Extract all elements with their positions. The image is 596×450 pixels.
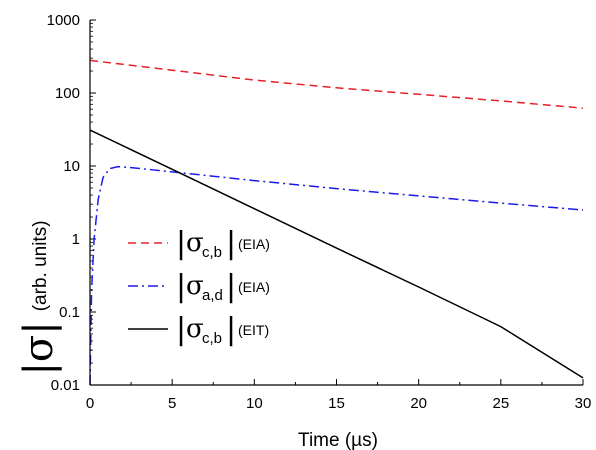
y-tick-label: 1000: [47, 12, 80, 29]
axes: [89, 20, 583, 386]
ticks-layer: 0 5 10 15 20 25 30 0.01 0.1 1 10 100 1000: [47, 12, 592, 412]
x-tick-label: 15: [328, 395, 345, 412]
x-tick-label: 5: [168, 395, 176, 412]
y-tick-label: 100: [55, 85, 80, 102]
y-axis-title: |σ|(arb. units): [16, 220, 62, 375]
legend-subscript: c,b: [202, 244, 222, 261]
legend-item-1: | σa,d | (EIA): [128, 269, 270, 304]
series-lines: [89, 59, 584, 386]
legend-bar: |: [176, 226, 186, 261]
x-axis-title: Time (µs): [298, 430, 378, 450]
legend-bar: |: [176, 269, 186, 304]
y-tick-label: 1: [72, 231, 80, 248]
x-tick-label: 10: [246, 395, 263, 412]
legend-subscript: a,d: [202, 287, 223, 304]
legend-tag: (EIA): [238, 279, 270, 295]
legend-symbol: σ: [186, 228, 204, 258]
legend-tag: (EIA): [238, 236, 270, 252]
legend-bar: |: [226, 269, 236, 304]
series-line-1: [89, 165, 584, 386]
legend-item-0: | σc,b | (EIA): [128, 226, 270, 261]
y-tick-label: 0.01: [51, 377, 80, 394]
y-axis-units: (arb. units): [30, 220, 51, 311]
y-tick-label: 0.1: [59, 304, 80, 321]
legend-bar: |: [226, 226, 236, 261]
legend-subscript: c,b: [202, 330, 222, 347]
legend-bar: |: [176, 312, 186, 347]
legend-tag: (EIT): [238, 322, 269, 338]
legend-symbol: σ: [186, 271, 204, 301]
series-line-0: [89, 59, 584, 109]
x-tick-label: 20: [410, 395, 427, 412]
x-tick-label: 0: [86, 395, 94, 412]
y-axis-symbol: σ: [16, 335, 62, 362]
legend-item-2: | σc,b | (EIT): [128, 312, 269, 347]
legend-bar: |: [226, 312, 236, 347]
svg-text:|σ|(arb. units): |σ|(arb. units): [16, 220, 62, 375]
legend: | σc,b | (EIA)| σa,d | (EIA)| σc,b | (EIT): [128, 226, 270, 347]
series-line-2: [89, 129, 584, 379]
y-tick-label: 10: [63, 158, 80, 175]
x-tick-label: 30: [575, 395, 592, 412]
legend-symbol: σ: [186, 314, 204, 344]
x-tick-label: 25: [492, 395, 509, 412]
